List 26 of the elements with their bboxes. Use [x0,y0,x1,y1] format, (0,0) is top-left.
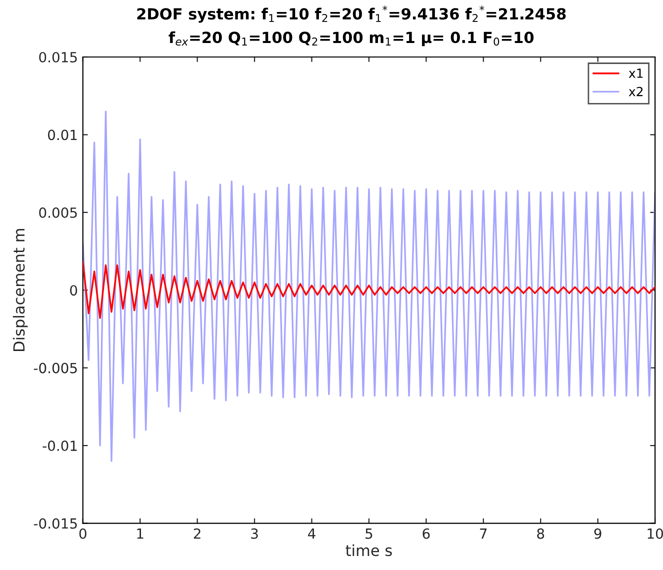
text: f$_{ex}$=20 Q$_{1}$=100 Q$_{2}$=100 m$_{1}$=1 μ= 0.1 F$_{0}$=10 [168,31,534,46]
y-tick-label: -0.005 [34,362,77,374]
x-axis-title: time s [346,544,392,556]
y-tick-label: -0.015 [34,518,77,529]
x-tick-label: 0 [79,528,86,539]
line-series [82,110,656,462]
line-series [82,261,656,319]
legend-label: x1 [628,68,643,78]
y-tick-label: 0 [70,285,78,296]
x-tick-label: 1 [137,528,144,539]
x-tick-label: 4 [308,528,316,539]
y-tick-label: -0.01 [42,440,77,452]
y-tick-label: 0.015 [39,52,77,62]
x-tick-label: 5 [366,528,372,539]
y-tick-label: 0.01 [48,130,77,140]
chart-title: 2DOF system: f$_{1}$=10 f$_{2}$=20 f$_{1}$$^{*}$=9.4136 f$_{2}$$^{*}$=21.2458 [137,6,566,23]
x-tick-label: 10 [648,528,663,539]
x-tick-label: 3 [251,528,258,539]
x-tick-label: 7 [480,528,487,539]
x-tick-label: 9 [594,528,602,539]
x-tick-label: 8 [537,528,544,539]
x-tick-label: 2 [194,528,200,539]
y-tick-label: 0.005 [39,207,77,218]
y-axis-title: Displacement m [12,229,28,352]
legend-label: x2 [628,86,643,96]
x-tick-label: 6 [422,528,430,539]
